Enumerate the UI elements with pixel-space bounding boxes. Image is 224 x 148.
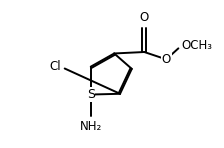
Text: NH₂: NH₂ xyxy=(80,120,102,133)
Text: O: O xyxy=(162,53,171,66)
Text: S: S xyxy=(87,88,95,101)
Text: OCH₃: OCH₃ xyxy=(182,39,213,52)
Text: Cl: Cl xyxy=(49,60,61,73)
Text: O: O xyxy=(140,11,149,24)
